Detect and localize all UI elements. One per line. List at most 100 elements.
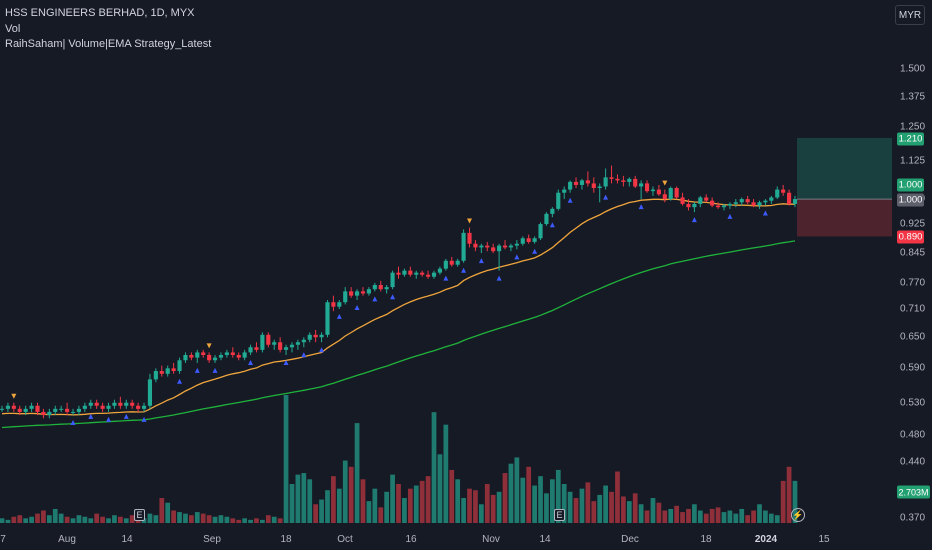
candle-body: [141, 405, 147, 409]
volume-bar: [496, 491, 502, 523]
lightning-icon[interactable]: ⚡: [791, 508, 805, 522]
symbol-title[interactable]: HSS ENGINEERS BERHAD, 1D, MYX: [5, 7, 195, 19]
x-axis-tick: Sep: [203, 534, 221, 545]
volume-bar: [313, 504, 319, 523]
earnings-icon[interactable]: E: [554, 509, 565, 521]
current-price-tag: 1.000: [897, 178, 924, 192]
candle-body: [467, 232, 472, 244]
candle-body: [426, 274, 431, 277]
volume-bar: [189, 515, 194, 523]
volume-bar: [88, 518, 94, 523]
x-axis-tick: 14: [539, 534, 551, 545]
candle-body: [189, 355, 194, 358]
candle-body: [325, 302, 330, 335]
volume-bar: [283, 395, 289, 523]
candle-body: [165, 368, 170, 374]
y-axis-tick: 0.370: [900, 512, 926, 524]
candle-body: [520, 238, 525, 244]
candle-body: [70, 411, 76, 413]
target-zone: [797, 137, 892, 200]
candle-body: [751, 202, 756, 206]
y-axis-tick: 1.375: [900, 91, 926, 103]
candle-body: [787, 192, 792, 204]
ema-slow-line: [1, 240, 796, 429]
volume-bar: [478, 504, 484, 523]
buy-signal-marker: [372, 296, 378, 302]
candle-body: [159, 371, 164, 374]
candle-body: [295, 342, 300, 345]
volume-bar: [437, 454, 443, 523]
volume-bar: [206, 515, 212, 523]
volume-bar: [413, 485, 419, 523]
stop-zone: [797, 199, 892, 237]
buy-signal-marker: [549, 222, 555, 228]
candle-body: [236, 355, 241, 358]
candle-body: [668, 188, 673, 200]
volume-bar: [674, 505, 680, 523]
x-axis-tick: Oct: [337, 534, 353, 545]
candle-body: [266, 334, 271, 345]
volume-value-tag: 2.703M: [897, 485, 930, 499]
buy-signal-marker: [141, 416, 147, 422]
candle-body: [11, 405, 16, 409]
candle-body: [562, 189, 567, 193]
strategy-indicator-label[interactable]: RaihSaham| Volume|EMA Strategy_Latest: [5, 38, 212, 50]
candle-body: [94, 402, 99, 406]
candle-body: [739, 199, 744, 203]
candle-body: [437, 268, 442, 273]
candle-body: [254, 347, 259, 350]
volume-bar: [11, 516, 17, 523]
volume-bar: [532, 485, 537, 523]
volume-bar: [538, 476, 543, 523]
volume-bar: [768, 513, 774, 523]
currency-button[interactable]: MYR: [895, 5, 925, 25]
buy-signal-marker: [478, 258, 484, 264]
volume-bar: [64, 516, 70, 523]
buy-signal-marker: [177, 378, 183, 384]
candle-body: [207, 355, 212, 361]
volume-bar: [490, 494, 496, 523]
x-axis-tick: Nov: [482, 534, 500, 545]
candle-body: [792, 199, 798, 204]
sell-signal-marker: [11, 393, 17, 399]
volume-bar: [780, 480, 786, 523]
volume-bar: [307, 479, 313, 523]
volume-indicator-label[interactable]: Vol: [5, 23, 21, 35]
candle-body: [491, 247, 496, 252]
buy-signal-marker: [603, 194, 609, 200]
volume-bar: [41, 510, 46, 523]
candle-body: [402, 270, 407, 275]
candle-body: [47, 411, 52, 416]
candle-body: [289, 344, 295, 348]
volume-bar: [366, 501, 372, 523]
sell-signal-marker: [662, 180, 668, 186]
candle-body: [307, 334, 312, 340]
candle-body: [686, 203, 691, 208]
y-axis-tick: 1.500: [900, 63, 926, 75]
y-axis-tick: 0.480: [900, 429, 926, 440]
volume-bar: [354, 423, 360, 523]
volume-bar: [573, 498, 579, 523]
candle-body: [331, 302, 336, 307]
candle-body: [260, 334, 265, 350]
candle-body: [153, 371, 158, 380]
candle-body: [130, 402, 135, 406]
volume-bar: [520, 477, 526, 523]
volume-bar: [792, 480, 798, 523]
candle-body: [627, 178, 632, 182]
buy-signal-marker: [390, 294, 396, 300]
candle-body: [195, 352, 200, 358]
volume-bar: [473, 490, 478, 523]
candle-body: [704, 197, 709, 201]
candle-body: [656, 189, 661, 195]
earnings-icon[interactable]: E: [134, 509, 145, 521]
volume-bar: [82, 516, 88, 523]
volume-bar: [183, 513, 188, 523]
entry-price-tag: 1.000: [897, 193, 924, 207]
volume-bar: [360, 479, 366, 523]
buy-signal-marker: [248, 360, 254, 366]
x-axis-tick: Dec: [621, 534, 639, 545]
candle-body: [65, 408, 70, 412]
volume-bar: [561, 483, 567, 523]
